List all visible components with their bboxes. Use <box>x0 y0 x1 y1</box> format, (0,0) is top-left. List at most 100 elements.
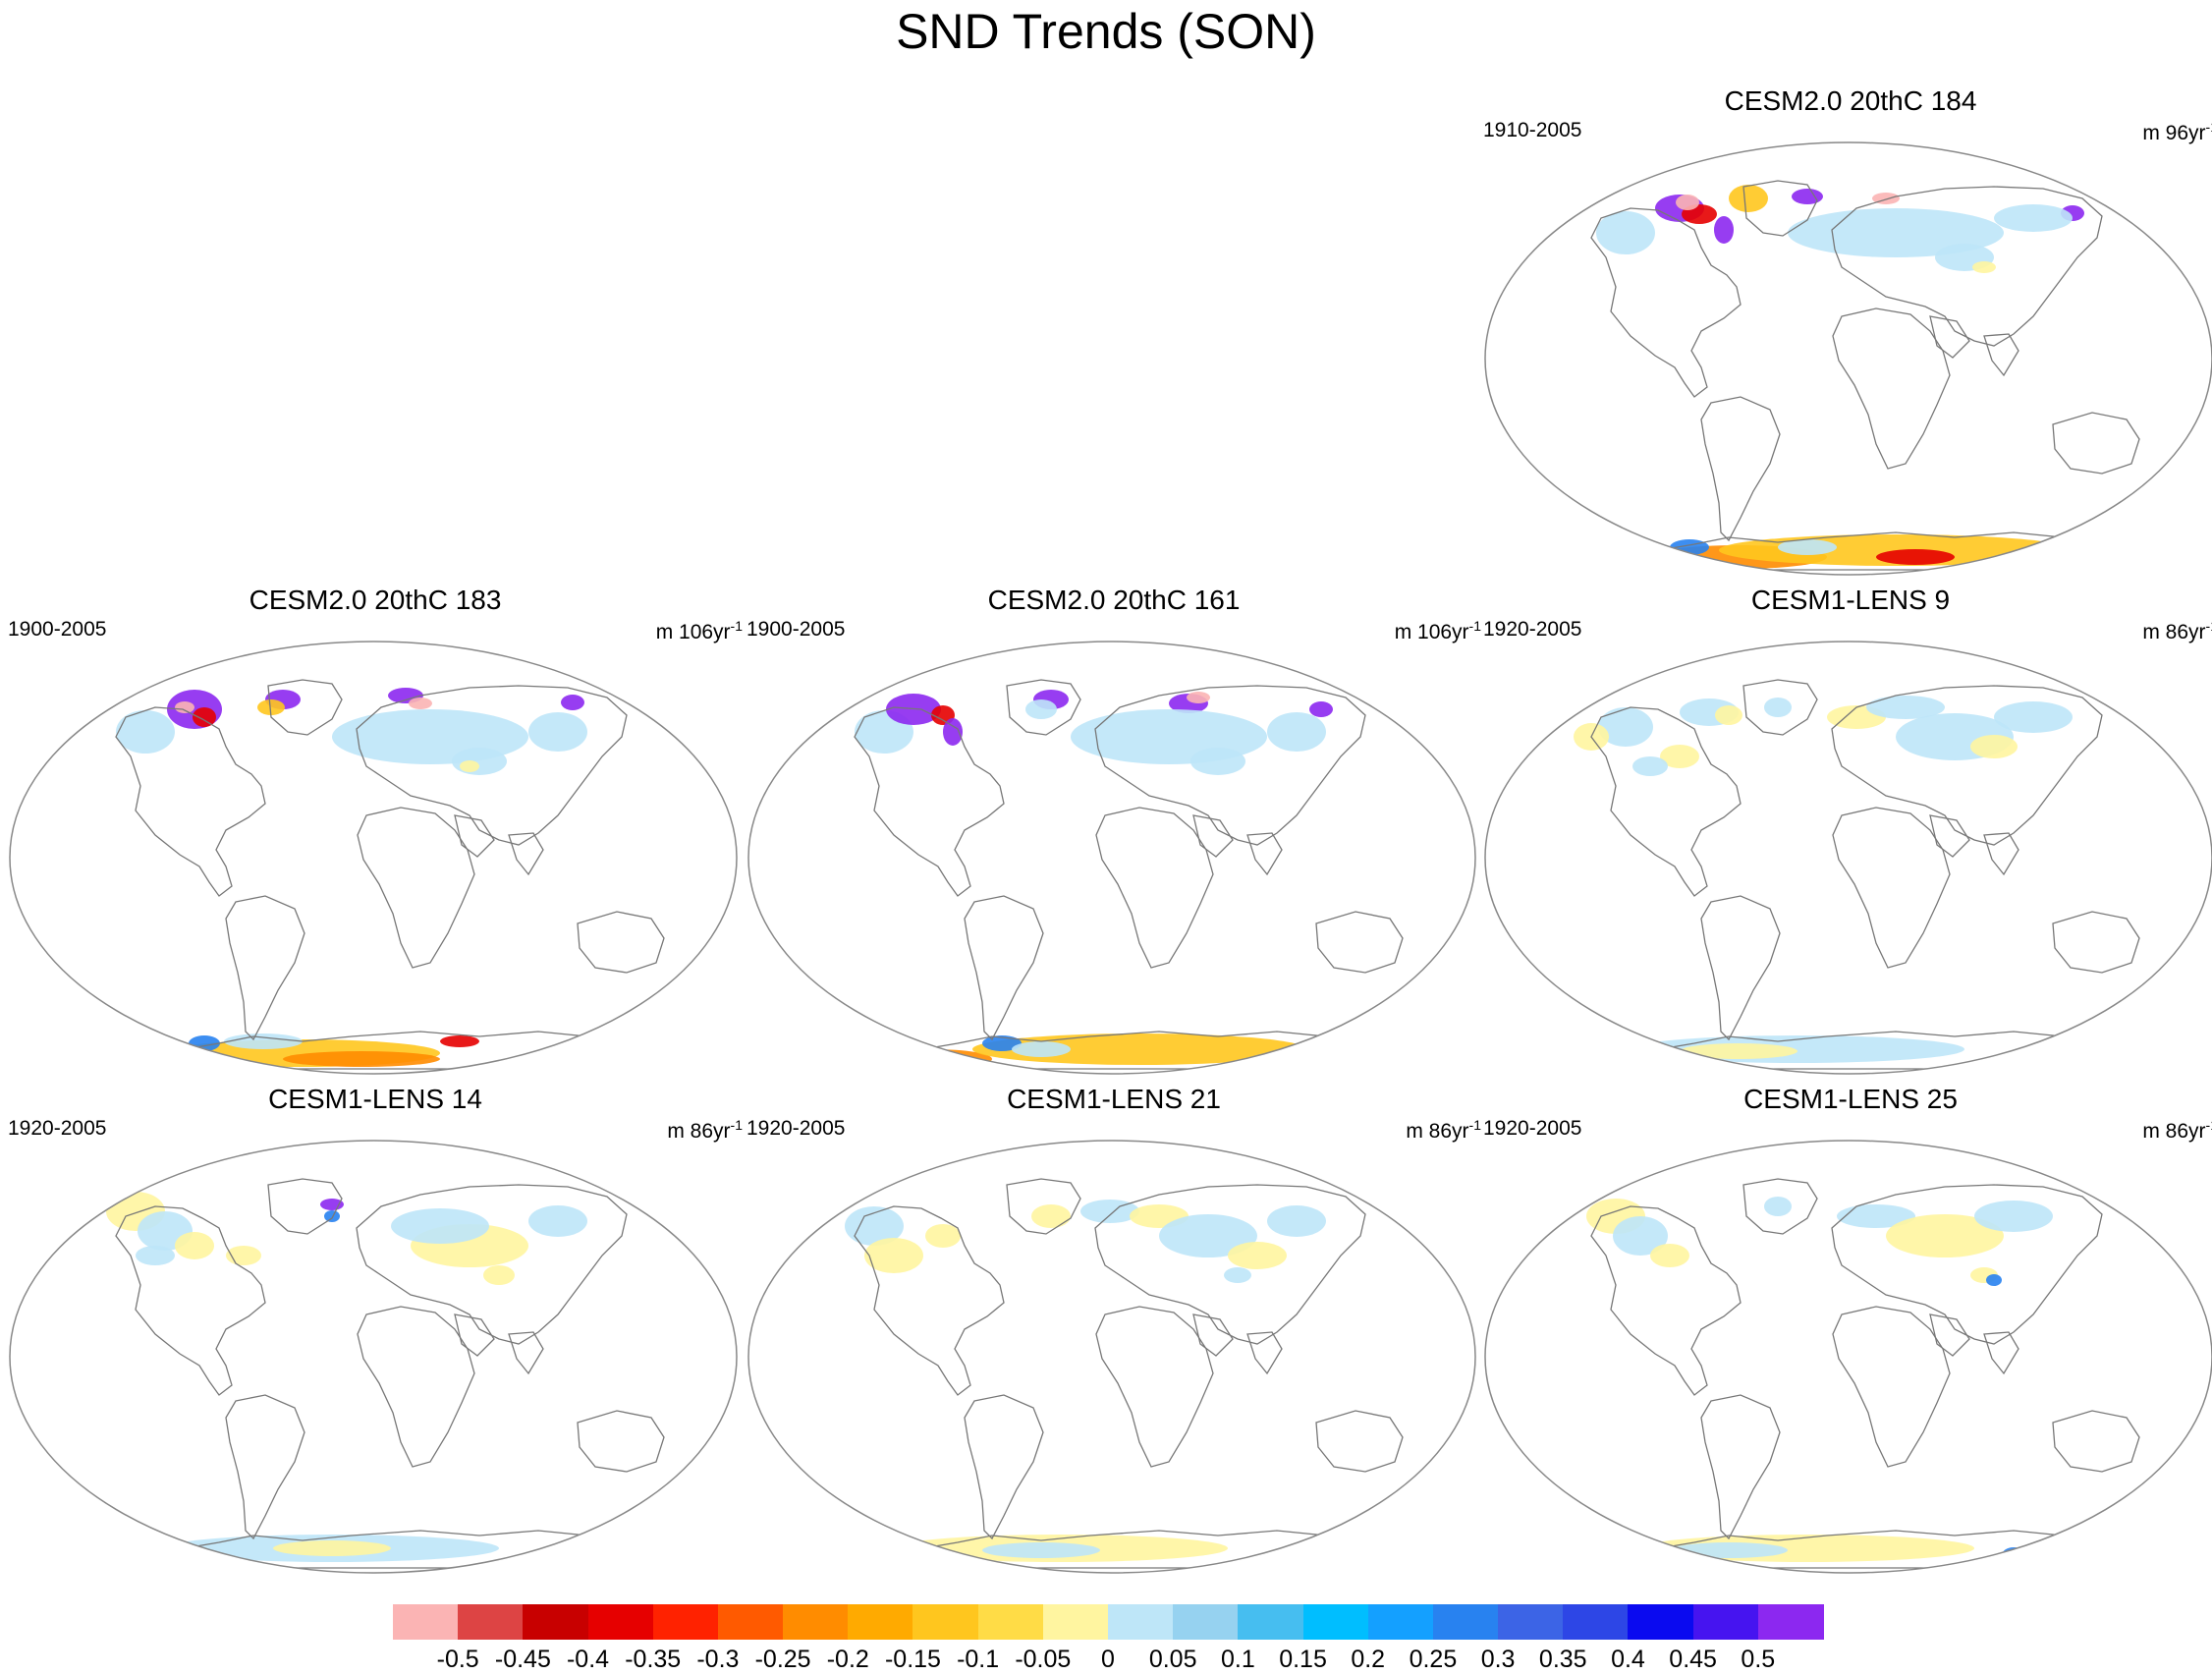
coastline <box>1094 685 1366 846</box>
map-frame <box>9 1140 738 1574</box>
trend-region <box>1866 696 1945 719</box>
coastline <box>508 1331 544 1375</box>
trend-region <box>1715 705 1742 725</box>
trend-region <box>324 1210 340 1222</box>
colorbar-tick-label: 0.15 <box>1279 1646 1327 1673</box>
coastline <box>1929 814 1970 858</box>
colorbar-tick-label: 0 <box>1101 1646 1115 1673</box>
map-frame <box>1484 1140 2212 1574</box>
trend-region <box>1224 1267 1251 1283</box>
coastline <box>267 679 343 736</box>
coastline <box>1983 1331 2019 1375</box>
coastline <box>454 1313 495 1357</box>
colorbar-swatch <box>393 1604 459 1640</box>
coastline <box>508 832 544 876</box>
trend-region <box>1650 1244 1689 1267</box>
panel-units: m 86yr-1 <box>2142 618 2212 643</box>
trend-region <box>943 718 963 746</box>
colorbar-tick-label: 0.1 <box>1220 1646 1255 1673</box>
coastline <box>1246 1331 1283 1375</box>
trend-region <box>136 1246 175 1265</box>
coastline <box>1192 814 1234 858</box>
trend-region <box>409 698 432 709</box>
colorbar-tick-label: -0.5 <box>436 1646 479 1673</box>
panel-years: 1920-2005 <box>747 1117 846 1140</box>
coastline <box>1590 1205 1742 1396</box>
colorbar-swatch <box>1432 1604 1499 1640</box>
trend-region <box>874 1049 992 1069</box>
coastline <box>357 807 475 969</box>
coastline <box>357 1306 475 1468</box>
coastline <box>1832 1306 1951 1468</box>
trend-region <box>440 1035 479 1047</box>
colorbar-tick-label: 0.25 <box>1409 1646 1458 1673</box>
trend-region <box>1792 189 1823 204</box>
colorbar-swatch <box>912 1604 979 1640</box>
coastline <box>1742 1178 1818 1235</box>
panel-years: 1910-2005 <box>1483 119 1582 141</box>
trend-region <box>391 1208 489 1244</box>
colorbar-swatch <box>1563 1604 1630 1640</box>
trend-region <box>1660 745 1699 768</box>
trend-region <box>1680 1043 1797 1059</box>
trend-region <box>224 1034 303 1049</box>
map-frame <box>747 1140 1476 1574</box>
coastline <box>964 1394 1044 1540</box>
trend-region <box>1228 1242 1287 1269</box>
colorbar-swatch <box>717 1604 784 1640</box>
trend-region <box>1267 712 1326 752</box>
trend-region <box>1837 1204 1915 1228</box>
panel-title: CESM1-LENS 25 <box>1743 1084 1958 1114</box>
world-map <box>1484 641 2212 1075</box>
coastline <box>2052 1410 2140 1473</box>
colorbar-swatch <box>587 1604 654 1640</box>
trend-region <box>864 1238 923 1273</box>
panel-units: m 86yr-1 <box>2142 1117 2212 1143</box>
colorbar-swatch <box>1692 1604 1759 1640</box>
trend-region <box>116 710 175 754</box>
map-panel-l21: CESM1-LENS 21 1920-2005 m 86yr-1 <box>747 1083 1481 1584</box>
colorbar-tick-label: -0.2 <box>826 1646 869 1673</box>
trend-region <box>452 748 507 775</box>
coastline <box>1095 1306 1214 1468</box>
panel-units: m 96yr-1 <box>2142 119 2212 144</box>
colorbar-tick-label: -0.45 <box>494 1646 551 1673</box>
trend-region <box>175 701 194 713</box>
colorbar <box>393 1604 1824 1640</box>
trend-region <box>1613 1216 1668 1256</box>
coastline <box>1094 1184 1366 1345</box>
colorbar-swatch <box>1302 1604 1369 1640</box>
trend-region <box>1886 1214 2004 1257</box>
coastline <box>1700 396 1781 542</box>
trend-region <box>1974 1201 2053 1232</box>
coastline <box>1006 679 1081 736</box>
colorbar-tick-label: -0.3 <box>696 1646 740 1673</box>
trend-region <box>1994 701 2073 733</box>
coastline <box>1742 679 1818 736</box>
colorbar-swatch <box>1238 1604 1304 1640</box>
colorbar-swatch <box>1628 1604 1694 1640</box>
trend-region <box>845 1206 904 1246</box>
trend-region <box>528 1205 587 1237</box>
trend-region <box>283 1051 440 1067</box>
world-map <box>747 641 1476 1075</box>
trend-region <box>1778 539 1837 555</box>
coastline <box>964 895 1044 1041</box>
trend-region <box>925 1224 961 1248</box>
colorbar-swatch <box>977 1604 1044 1640</box>
world-map <box>9 1140 738 1574</box>
trend-region <box>1876 549 1955 565</box>
trend-region <box>1729 185 1768 212</box>
trend-region <box>257 699 285 715</box>
trend-region <box>1676 195 1699 210</box>
trend-region <box>1596 211 1655 254</box>
coastline <box>1192 1313 1234 1357</box>
coastline <box>1315 1410 1404 1473</box>
trend-region <box>1031 1204 1071 1228</box>
coastline <box>1246 832 1283 876</box>
trend-region <box>193 707 216 727</box>
panel-units: m 106yr-1 <box>1394 618 1481 643</box>
colorbar-swatch <box>1498 1604 1565 1640</box>
coastline <box>1315 911 1404 974</box>
colorbar-swatch <box>458 1604 525 1640</box>
